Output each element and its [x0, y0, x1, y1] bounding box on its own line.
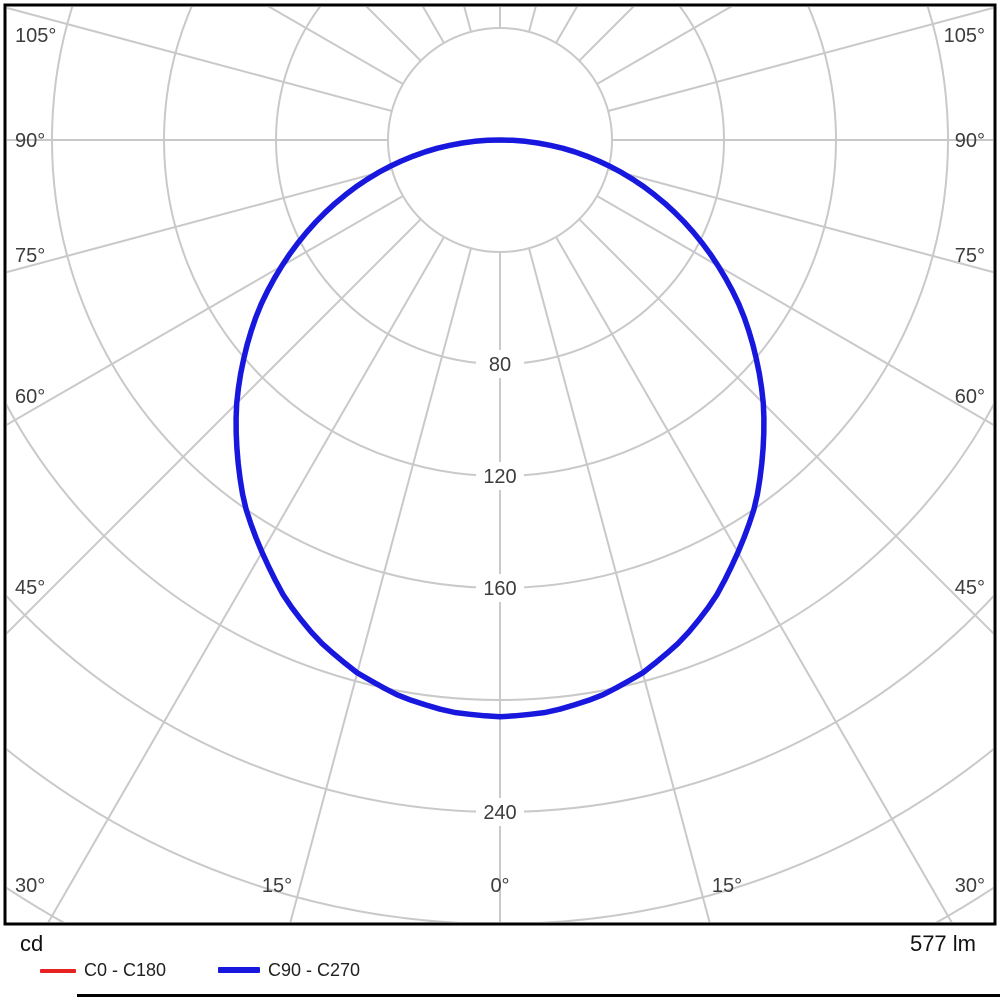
- angle-label-bottom: 15°: [262, 875, 292, 897]
- radial-label-backing: [476, 462, 524, 490]
- grid-spoke: [578, 218, 993, 635]
- legend-line-c0-c180: [40, 969, 76, 973]
- angle-label-right: 30°: [955, 875, 985, 897]
- angle-label-left: 105°: [15, 25, 56, 47]
- legend-label-c0-c180: C0 - C180: [84, 960, 167, 980]
- flux-label: 577 lm: [909, 931, 976, 956]
- grid-spoke: [365, 7, 422, 62]
- angle-label-bottom: 15°: [712, 875, 742, 897]
- angle-label-left: 30°: [15, 875, 45, 897]
- radial-label: 120: [483, 466, 516, 488]
- angle-label-right: 45°: [955, 577, 985, 599]
- grid-spoke: [596, 195, 993, 426]
- grid-spoke: [528, 247, 711, 922]
- angle-label-left: 60°: [15, 386, 45, 408]
- radial-label-backing: [476, 574, 524, 602]
- plot-border: [3, 3, 997, 926]
- legend-line-c90-c270: [218, 967, 260, 973]
- angle-label-left: 90°: [15, 130, 45, 152]
- radial-label: 240: [483, 802, 516, 824]
- grid-spoke: [578, 7, 635, 62]
- angle-label-right: 105°: [944, 25, 985, 47]
- radial-label-backing: [476, 798, 524, 826]
- grid-spoke: [7, 218, 422, 635]
- curve-c90-c270: [233, 137, 767, 720]
- angle-label-left: 45°: [15, 577, 45, 599]
- radial-label: 160: [483, 578, 516, 600]
- angle-label-right: 75°: [955, 245, 985, 267]
- radial-label: 80: [489, 354, 511, 376]
- angle-label-right: 60°: [955, 386, 985, 408]
- grid-spoke: [7, 7, 393, 112]
- legend-label-c90-c270: C90 - C270: [268, 960, 361, 980]
- grid-spoke: [267, 7, 404, 85]
- grid-spoke: [7, 168, 393, 274]
- bottom-divider: [77, 994, 1000, 997]
- grid-spoke: [596, 7, 733, 85]
- angle-label-left: 75°: [15, 245, 45, 267]
- angle-label-bottom: 0°: [490, 875, 509, 897]
- grid-spoke: [7, 195, 404, 426]
- radial-label-backing: [476, 350, 524, 378]
- grid-spoke: [47, 236, 445, 922]
- grid-spoke: [607, 7, 993, 112]
- polar-chart: 80 120 160 240 105° 90° 75° 60° 45° 30° 105° 90° 75°…: [3, 3, 997, 926]
- grid-spoke: [607, 168, 993, 274]
- angle-label-right: 90°: [955, 130, 985, 152]
- grid-spoke: [555, 236, 953, 922]
- grid-spoke: [289, 247, 472, 922]
- unit-label: cd: [20, 931, 44, 956]
